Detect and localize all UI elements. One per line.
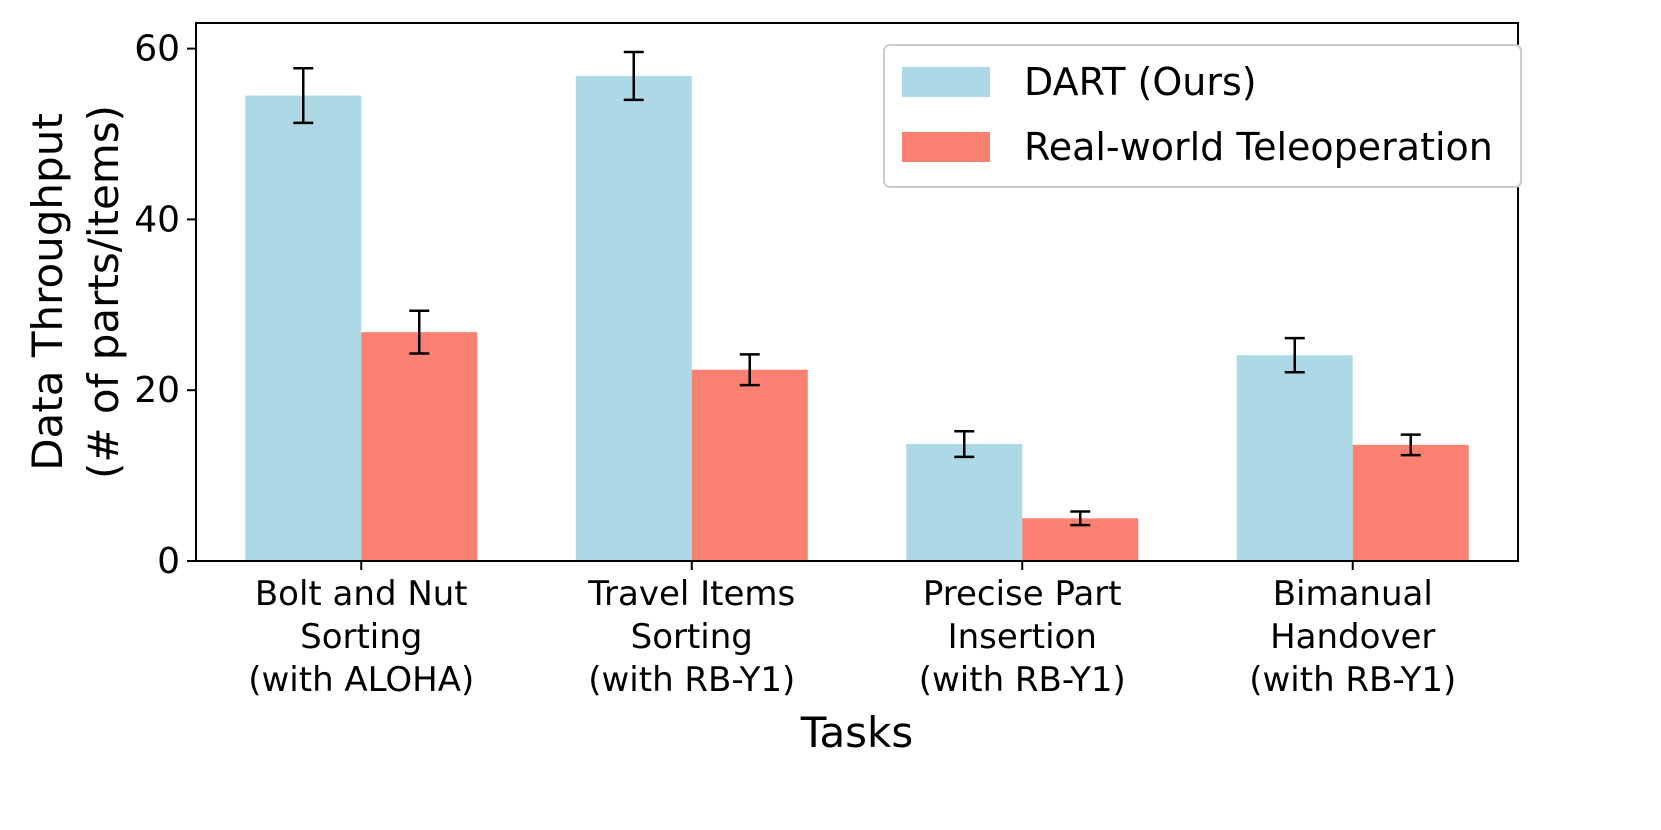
x-axis-title: Tasks — [800, 708, 914, 757]
x-tick-label-2-line-0: Precise Part — [923, 574, 1122, 614]
y-tick-label-60: 60 — [134, 29, 180, 70]
bar-series-0-category-2 — [906, 444, 1023, 561]
x-tick-label-1-line-1: Sorting — [631, 617, 753, 657]
x-tick-label-0: Bolt and Nut Sorting (with ALOHA) — [248, 574, 474, 700]
x-tick-label-3-line-1: Handover — [1270, 617, 1435, 657]
bar-series-1-category-0 — [361, 332, 478, 561]
legend-label-dart: DART (Ours) — [1024, 60, 1257, 104]
x-tick-label-0-line-2: (with ALOHA) — [248, 660, 474, 700]
x-axis: Bolt and Nut Sorting (with ALOHA)Travel It… — [248, 561, 1456, 700]
bar-series-0-category-1 — [575, 75, 692, 561]
legend-swatch-teleoperation — [902, 132, 990, 162]
legend: DART (Ours) Real-world Teleoperation — [883, 44, 1522, 188]
x-tick-label-1: Travel Items Sorting (with RB-Y1) — [587, 574, 795, 700]
y-axis-title-line-1: Data Throughput — [23, 113, 72, 471]
x-tick-label-2: Precise Part Insertion (with RB-Y1) — [919, 574, 1126, 700]
bar-series-0-category-3 — [1236, 355, 1353, 561]
y-tick-label-0: 0 — [157, 541, 180, 582]
x-tick-label-1-line-0: Travel Items — [587, 574, 795, 614]
x-tick-label-1-line-2: (with RB-Y1) — [588, 660, 795, 700]
x-tick-label-2-line-2: (with RB-Y1) — [919, 660, 1126, 700]
x-tick-label-3: Bimanual Handover (with RB-Y1) — [1249, 574, 1456, 700]
x-tick-label-3-line-0: Bimanual — [1273, 574, 1433, 614]
x-tick-label-0-line-1: Sorting — [300, 617, 422, 657]
legend-label-teleoperation: Real-world Teleoperation — [1024, 125, 1493, 169]
bar-series-1-category-3 — [1352, 444, 1469, 561]
y-tick-label-40: 40 — [134, 199, 180, 240]
error-bars-layer — [293, 50, 1421, 527]
x-tick-label-0-line-0: Bolt and Nut — [255, 574, 468, 614]
plot-area-frame — [195, 22, 1519, 562]
legend-swatch-dart — [902, 67, 990, 97]
legend-box — [883, 44, 1522, 188]
x-tick-label-2-line-1: Insertion — [948, 617, 1097, 657]
bar-series-1-category-1 — [691, 369, 808, 561]
x-tick-label-3-line-2: (with RB-Y1) — [1249, 660, 1456, 700]
bars-layer — [245, 75, 1469, 561]
y-axis: 0 20 40 60 — [134, 29, 196, 582]
y-axis-title-line-2: (# of parts/items) — [79, 105, 128, 479]
bar-series-0-category-0 — [245, 95, 362, 561]
y-tick-label-20: 20 — [134, 370, 180, 411]
